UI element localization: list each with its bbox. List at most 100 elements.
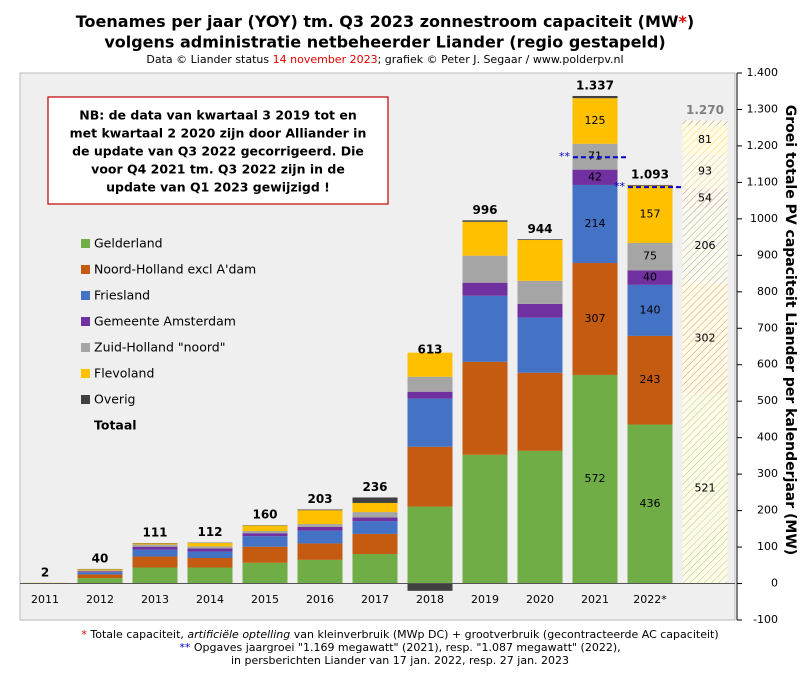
value-label: 42 (588, 170, 602, 183)
total-label: 236 (362, 480, 387, 494)
bar-segment (132, 543, 178, 545)
bar-segment (462, 454, 508, 584)
footnote: * Totale capaciteit, artificiële optelli… (81, 628, 718, 641)
note-line: met kwartaal 2 2020 zijn door Alliander … (70, 126, 367, 141)
bar-segment (187, 551, 233, 559)
bar-segment (187, 543, 233, 547)
bar-segment (682, 393, 728, 584)
bar-segment (242, 562, 288, 584)
bar-segment (352, 521, 398, 534)
title-star: * (679, 12, 688, 31)
legend-label: Gemeente Amsterdam (94, 314, 236, 329)
bar-segment (242, 533, 288, 537)
bar-segment (132, 544, 178, 547)
bar-segment (77, 578, 123, 584)
total-label: 111 (142, 526, 167, 540)
value-label: 572 (585, 472, 606, 485)
bar-segment (242, 536, 288, 547)
bar-segment (572, 262, 618, 375)
bar-segment (517, 280, 563, 304)
footnote-text: artificiële optelling (187, 628, 290, 641)
legend-swatch (81, 369, 90, 378)
bar-segment (627, 424, 673, 584)
bar-segment (407, 391, 453, 399)
y-axis-label: Groei totale PV capaciteit Liander per k… (782, 105, 798, 555)
value-label: 243 (640, 373, 661, 386)
x-tick-label: 2013 (141, 593, 169, 606)
total-label: 203 (307, 492, 332, 506)
bar-segment (77, 574, 123, 579)
total-label: 613 (417, 342, 442, 356)
bar-segment (682, 283, 728, 394)
bar-segment (132, 567, 178, 584)
x-tick-label: 2019 (471, 593, 499, 606)
x-tick-label: 2014 (196, 593, 224, 606)
bar-segment (297, 543, 343, 560)
x-tick-label: 2022* (633, 593, 667, 606)
bar-segment (297, 524, 343, 528)
value-label: 157 (640, 207, 661, 220)
y-tick-label: 300 (757, 467, 778, 480)
value-label: 206 (695, 239, 716, 252)
bar-segment (682, 188, 728, 209)
bar-segment (682, 154, 728, 189)
bar-segment (77, 570, 123, 572)
bar-segment (462, 295, 508, 362)
bar-segment (517, 303, 563, 318)
bar-segment (627, 270, 673, 285)
bar-segment (572, 98, 618, 144)
bar-segment (517, 450, 563, 584)
bar-segment (352, 517, 398, 522)
bar-segment (572, 169, 618, 185)
bar-segment (517, 317, 563, 373)
bar-segment (297, 527, 343, 531)
bar-segment (77, 569, 123, 571)
value-label: 40 (643, 271, 657, 284)
y-tick-label: 1.100 (747, 175, 779, 188)
title-text: Toenames per jaar (YOY) tm. Q3 2023 zonn… (76, 12, 679, 31)
total-label: 160 (252, 508, 277, 522)
legend-swatch (81, 395, 90, 404)
legend-label: Gelderland (94, 236, 163, 251)
reference-label: ** (559, 150, 571, 163)
bar-segment (572, 184, 618, 263)
legend-swatch (81, 265, 90, 274)
bar-segment (462, 361, 508, 455)
y-tick-label: 400 (757, 431, 778, 444)
legend-label: Friesland (94, 288, 150, 303)
total-label: 1.337 (576, 78, 614, 92)
value-label: 436 (640, 497, 661, 510)
bar-segment (627, 185, 673, 243)
footnote: in persberichten Liander van 17 jan. 202… (231, 654, 569, 667)
bar-segment (407, 506, 453, 584)
legend-label: Totaal (94, 418, 137, 433)
y-tick-label: 1.300 (747, 102, 779, 115)
footnote-text: Totale capaciteit, (87, 628, 188, 641)
bar-segment (352, 497, 398, 503)
note-line: update van Q1 2023 gewijzigd ! (106, 180, 330, 195)
total-label: 996 (472, 203, 497, 217)
bar-segment (352, 533, 398, 554)
bar-segment (407, 352, 453, 377)
footnote-mark: ** (179, 641, 191, 654)
note-line: de update van Q3 2022 gecorrigeerd. Die (72, 144, 364, 159)
bar-segment (187, 558, 233, 568)
total-label: 944 (527, 222, 552, 236)
value-label: 75 (643, 250, 657, 263)
y-tick-label: 900 (757, 248, 778, 261)
y-tick-label: -100 (753, 613, 778, 626)
value-label: 521 (695, 482, 716, 495)
bar-segment (682, 208, 728, 284)
subtitle-date: 14 november 2023 (273, 53, 378, 66)
y-tick-label: 600 (757, 358, 778, 371)
subtitle: Data © Liander status 14 november 2023; … (146, 53, 623, 66)
bar-segment (407, 446, 453, 507)
y-tick-label: 0 (771, 577, 778, 590)
bar-segment (297, 510, 343, 525)
subtitle-text: ; grafiek © Peter J. Segaar / www.polder… (378, 53, 624, 66)
x-tick-label: 2021 (581, 593, 609, 606)
bar-segment (242, 525, 288, 532)
value-label: 140 (640, 303, 661, 316)
bar-segment (627, 284, 673, 336)
